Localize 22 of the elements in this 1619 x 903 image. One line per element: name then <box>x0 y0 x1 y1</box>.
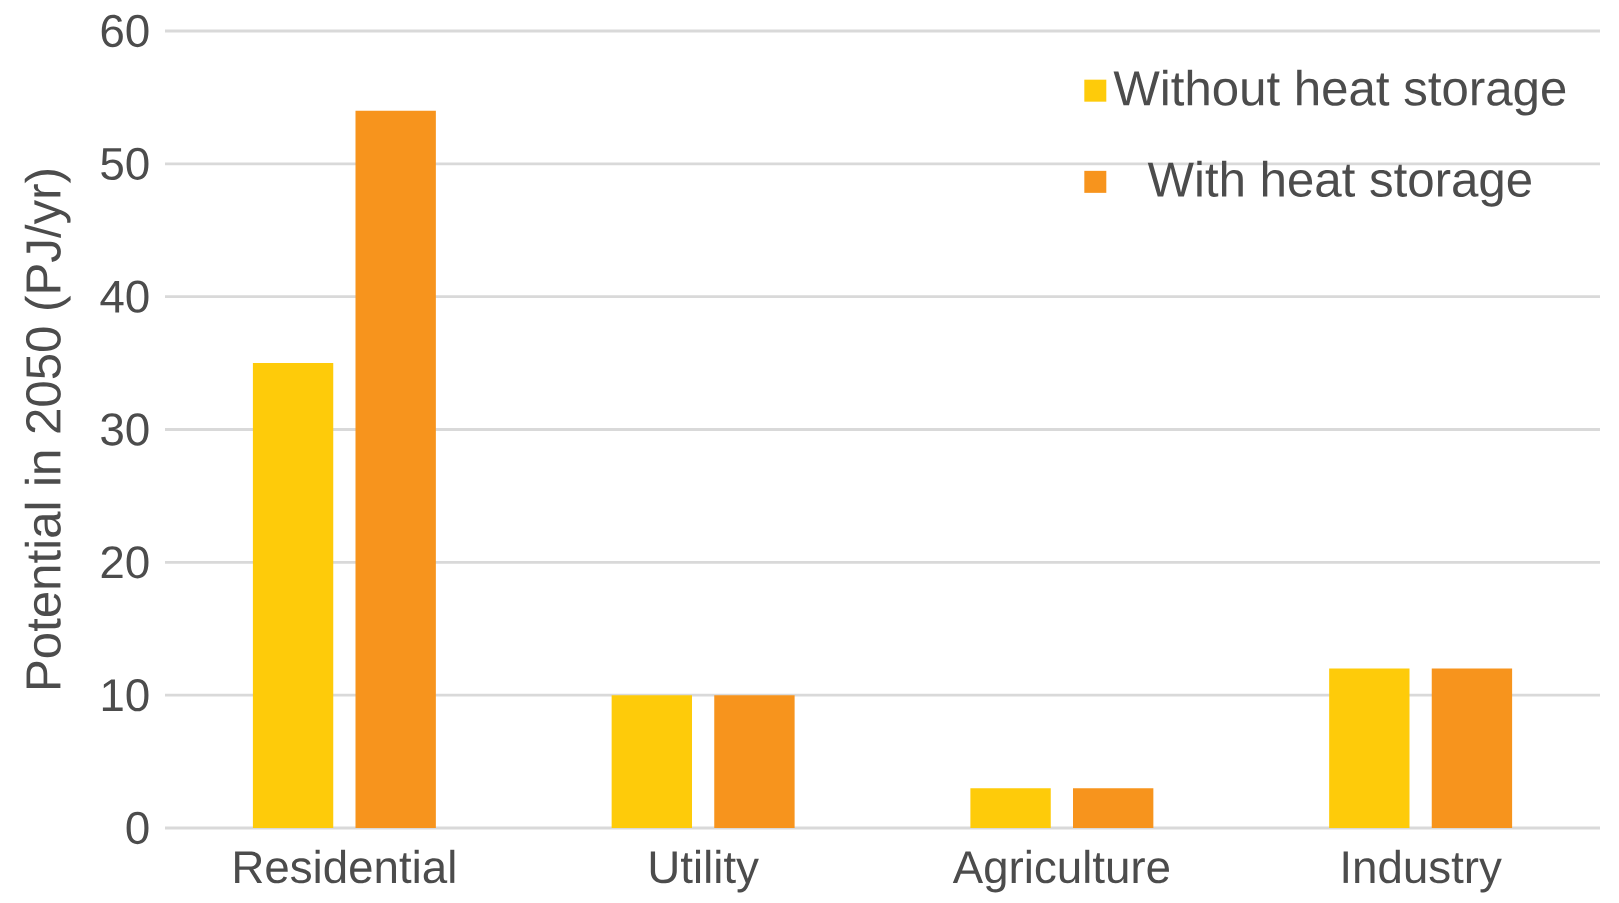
bar <box>1073 788 1154 828</box>
y-tick-label: 50 <box>101 147 149 181</box>
y-tick-label: 10 <box>102 678 149 712</box>
bar <box>970 788 1051 828</box>
y-tick-label: 0 <box>126 811 149 845</box>
y-tick-label: 60 <box>101 14 149 48</box>
bar <box>1431 668 1513 828</box>
y-tick-label: 30 <box>101 413 149 446</box>
y-tick-label: 20 <box>101 546 149 579</box>
x-tick-label: Industry <box>1343 849 1502 893</box>
y-tick-label: 40 <box>100 280 149 313</box>
bar <box>252 363 334 828</box>
bar <box>355 110 436 828</box>
y-axis-title: Potential in 2050 (PJ/yr) <box>24 170 71 689</box>
x-tick-label: Agriculture <box>952 849 1169 893</box>
legend-label: With heat storage <box>1147 160 1531 207</box>
bar <box>611 695 693 828</box>
bar <box>1329 668 1410 828</box>
legend-label: Without heat storage <box>1113 69 1566 116</box>
bar <box>714 695 795 828</box>
x-tick-label: Utility <box>650 849 759 893</box>
x-tick-label: Residential <box>235 849 455 884</box>
